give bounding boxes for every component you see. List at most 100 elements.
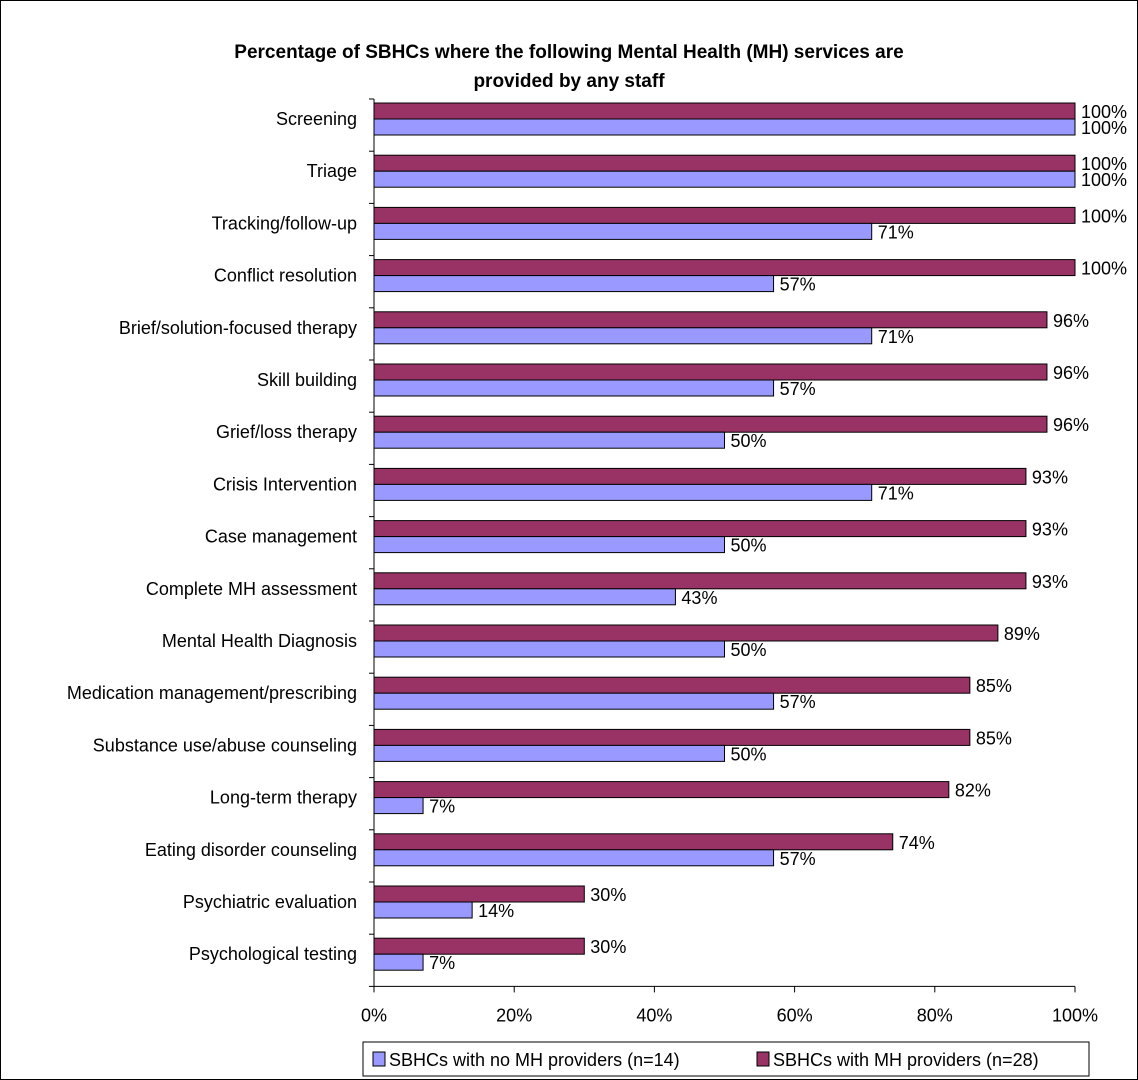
bar-no-mh-providers [373,797,424,815]
bar-with-mh-providers [373,154,1076,172]
bar-with-mh-providers [373,781,950,799]
data-label: 93% [1032,520,1068,540]
data-label: 74% [899,833,935,853]
bar-with-mh-providers [373,833,894,851]
category-label: Skill building [257,370,357,390]
data-label: 57% [780,379,816,399]
data-label: 14% [478,901,514,921]
category-labels: Screening Triage Tracking/follow-up Conflic… [67,109,357,964]
data-label: 43% [681,588,717,608]
data-label: 96% [1053,415,1089,435]
bar-no-mh-providers [373,379,775,397]
data-label: 96% [1053,311,1089,331]
chart-title: Percentage of SBHCs where the following … [234,42,903,92]
legend-label: SBHCs with MH providers (n=28) [773,1050,1039,1070]
tick-label: 20% [496,1005,532,1025]
data-label: 50% [731,744,767,764]
bar-with-mh-providers [373,728,971,746]
bar-no-mh-providers [373,536,725,554]
tick-label: 80% [917,1005,953,1025]
data-label: 93% [1032,572,1068,592]
data-label: 82% [955,781,991,801]
data-label: 89% [1004,624,1040,644]
category-label: Eating disorder counseling [145,840,357,860]
data-label: 93% [1032,467,1068,487]
category-label: Case management [205,527,357,547]
category-label: Mental Health Diagnosis [162,631,357,651]
data-label: 100% [1081,259,1127,279]
data-label: 7% [429,953,455,973]
bar-with-mh-providers [373,415,1048,433]
category-label: Brief/solution-focused therapy [119,318,357,338]
category-label: Complete MH assessment [146,579,357,599]
data-label: 71% [878,483,914,503]
legend-swatch [756,1051,770,1067]
bar-with-mh-providers [373,102,1076,120]
bar-no-mh-providers [373,849,775,867]
data-label: 50% [731,640,767,660]
bar-with-mh-providers [373,311,1048,329]
data-label: 100% [1081,154,1127,174]
bar-with-mh-providers [373,467,1027,485]
category-label: Psychological testing [189,944,357,964]
tick-label: 0% [361,1005,387,1025]
bar-no-mh-providers [373,275,775,293]
tick-label: 60% [777,1005,813,1025]
category-label: Triage [307,161,357,181]
bar-with-mh-providers [373,572,1027,590]
data-label: 85% [976,728,1012,748]
data-label: 71% [878,327,914,347]
data-label: 30% [590,885,626,905]
bar-with-mh-providers [373,206,1076,224]
tick-label: 40% [636,1005,672,1025]
data-label: 71% [878,222,914,242]
bar-with-mh-providers [373,520,1027,538]
category-label: Psychiatric evaluation [183,892,357,912]
legend-label: SBHCs with no MH providers (n=14) [389,1050,680,1070]
bar-with-mh-providers [373,624,999,642]
bar-no-mh-providers [373,953,424,971]
chart-title-line: provided by any staff [473,71,665,92]
bar-no-mh-providers [373,222,873,240]
legend-swatch [372,1051,386,1067]
category-label: Grief/loss therapy [216,422,357,442]
category-label: Medication management/prescribing [67,683,357,703]
chart-title-line: Percentage of SBHCs where the following … [234,42,903,63]
bar-with-mh-providers [373,885,585,903]
data-label: 30% [590,937,626,957]
data-label: 96% [1053,363,1089,383]
bar-no-mh-providers [373,483,873,501]
data-label: 100% [1081,170,1127,190]
bar-no-mh-providers [373,118,1076,136]
category-label: Screening [276,109,357,129]
bar-no-mh-providers [373,170,1076,188]
category-label: Conflict resolution [214,266,357,286]
bar-no-mh-providers [373,640,725,658]
bar-with-mh-providers [373,259,1076,277]
bar-no-mh-providers [373,588,676,606]
data-label: 57% [780,849,816,869]
bar-no-mh-providers [373,327,873,345]
value-axis: 0% 20% 40% 60% 80% 100% [361,98,1098,1025]
data-label: 50% [731,431,767,451]
category-label: Substance use/abuse counseling [93,735,357,755]
bar-no-mh-providers [373,901,473,919]
category-label: Tracking/follow-up [212,213,357,233]
tick-label: 100% [1052,1005,1098,1025]
bar-with-mh-providers [373,676,971,694]
bar-with-mh-providers [373,937,585,955]
bar-no-mh-providers [373,744,725,762]
data-label: 100% [1081,206,1127,226]
category-label: Crisis Intervention [213,474,357,494]
data-label: 57% [780,692,816,712]
bars: 100%100%100%100%100%71%100%57%96%71%96%5… [373,102,1127,973]
legend-box [362,1041,1090,1077]
bar-no-mh-providers [373,431,725,449]
bar-no-mh-providers [373,692,775,710]
data-label: 50% [731,536,767,556]
data-label: 100% [1081,102,1127,122]
data-label: 85% [976,676,1012,696]
data-label: 7% [429,797,455,817]
